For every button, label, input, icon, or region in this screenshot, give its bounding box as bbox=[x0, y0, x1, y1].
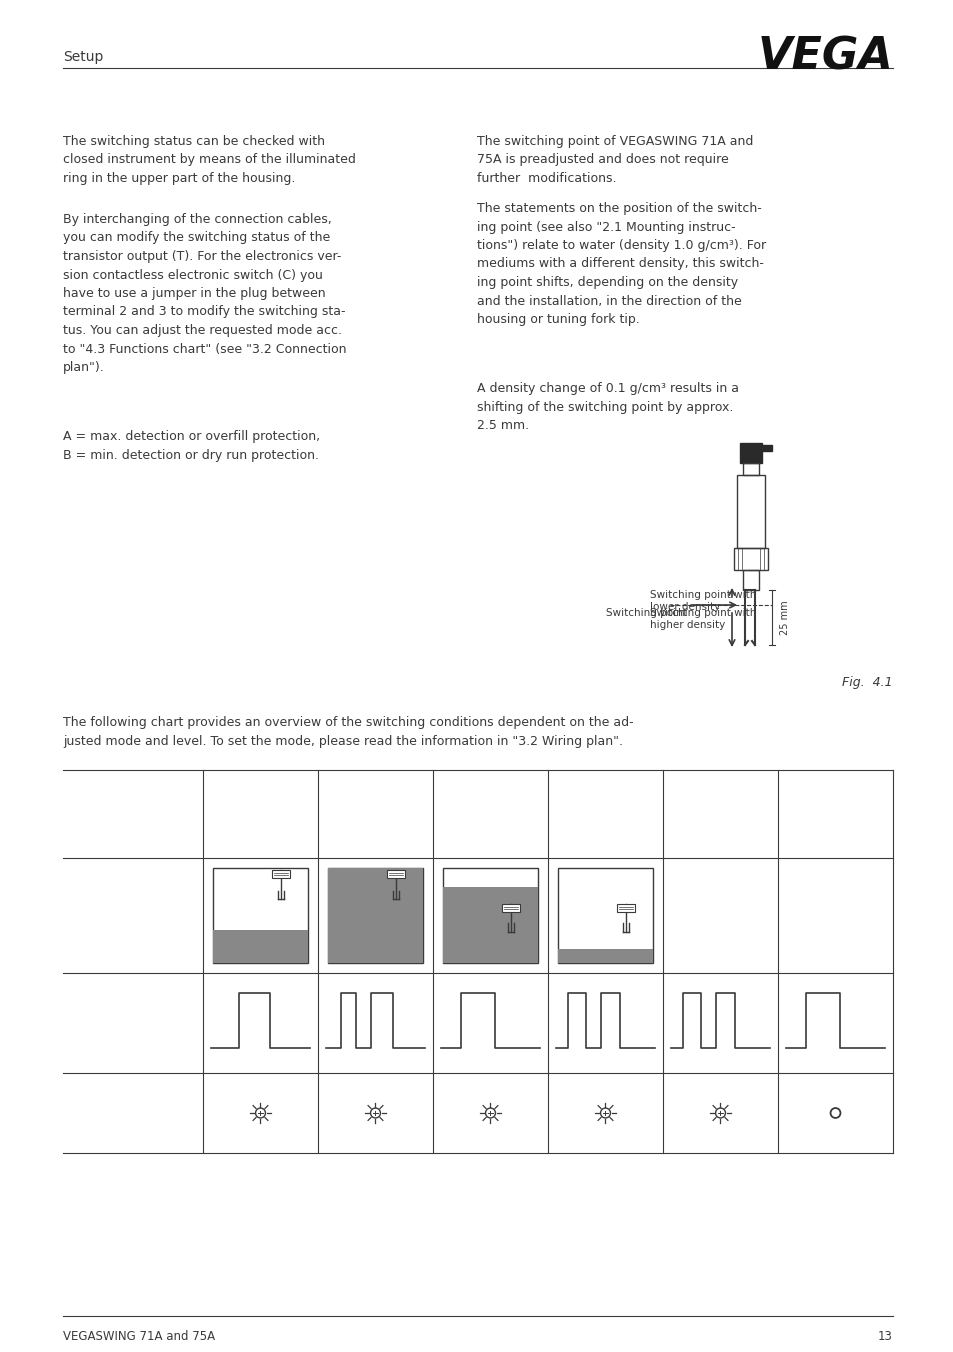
Bar bbox=[733, 548, 767, 571]
Text: Switching point with
lower density: Switching point with lower density bbox=[649, 589, 756, 611]
Text: Switching point with
higher density: Switching point with higher density bbox=[649, 608, 756, 630]
Text: A = max. detection or overfill protection,
B = min. detection or dry run protect: A = max. detection or overfill protectio… bbox=[63, 430, 320, 461]
Bar bbox=[213, 930, 308, 963]
Bar bbox=[213, 868, 308, 963]
Bar bbox=[273, 869, 290, 877]
Text: The following chart provides an overview of the switching conditions dependent o: The following chart provides an overview… bbox=[63, 717, 633, 748]
Bar bbox=[737, 475, 764, 548]
Text: The switching point of VEGASWING 71A and
75A is preadjusted and does not require: The switching point of VEGASWING 71A and… bbox=[476, 135, 753, 185]
Text: VEGASWING 71A and 75A: VEGASWING 71A and 75A bbox=[63, 1330, 214, 1343]
Bar bbox=[442, 868, 537, 963]
Bar bbox=[742, 462, 759, 475]
Text: Switching point: Switching point bbox=[605, 608, 686, 618]
Bar bbox=[617, 904, 635, 913]
Bar bbox=[742, 571, 759, 589]
Text: 13: 13 bbox=[877, 1330, 892, 1343]
Bar bbox=[558, 868, 652, 963]
Bar bbox=[740, 443, 761, 462]
Text: A density change of 0.1 g/cm³ results in a
shifting of the switching point by ap: A density change of 0.1 g/cm³ results in… bbox=[476, 383, 739, 433]
Bar bbox=[502, 904, 519, 913]
Bar bbox=[558, 949, 652, 963]
Bar bbox=[328, 868, 422, 963]
Text: By interchanging of the connection cables,
you can modify the switching status o: By interchanging of the connection cable… bbox=[63, 214, 346, 375]
Text: The switching status can be checked with
closed instrument by means of the illum: The switching status can be checked with… bbox=[63, 135, 355, 185]
Text: The statements on the position of the switch-
ing point (see also "2.1 Mounting : The statements on the position of the sw… bbox=[476, 201, 765, 326]
Text: VEGA: VEGA bbox=[757, 37, 892, 78]
Bar bbox=[328, 868, 422, 963]
Bar bbox=[442, 887, 537, 963]
Bar bbox=[387, 869, 405, 877]
Text: 25 mm: 25 mm bbox=[780, 600, 789, 635]
Bar bbox=[761, 445, 771, 452]
Text: Fig.  4.1: Fig. 4.1 bbox=[841, 676, 892, 690]
Text: Setup: Setup bbox=[63, 50, 103, 64]
